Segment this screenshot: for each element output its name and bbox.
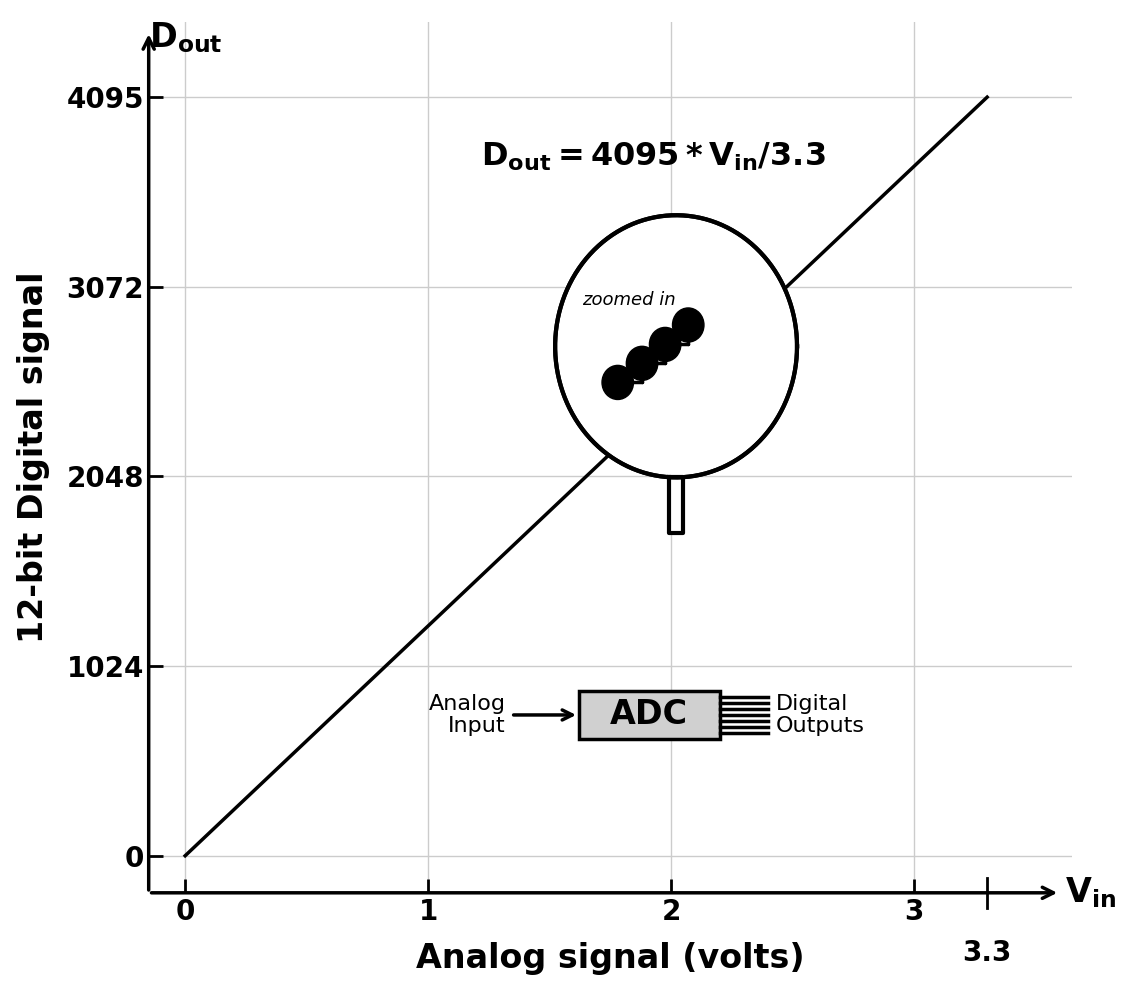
Ellipse shape [627,346,658,380]
Text: $\mathbf{D_{out}}$: $\mathbf{D_{out}}$ [148,21,222,56]
Text: Outputs: Outputs [776,716,864,736]
Text: Analog: Analog [429,693,506,714]
Ellipse shape [673,308,704,342]
Polygon shape [670,477,683,533]
Ellipse shape [602,365,633,400]
Text: zoomed in: zoomed in [582,291,676,309]
Polygon shape [555,215,796,477]
Ellipse shape [649,327,681,361]
Bar [579,690,719,739]
Y-axis label: 12-bit Digital signal: 12-bit Digital signal [17,272,50,643]
Text: $\mathbf{D_{out} = 4095 * V_{in}/3.3}$: $\mathbf{D_{out} = 4095 * V_{in}/3.3}$ [482,141,826,174]
Text: 3.3: 3.3 [962,939,1012,967]
Text: Digital: Digital [776,693,849,714]
Text: Input: Input [449,716,506,736]
X-axis label: Analog signal (volts): Analog signal (volts) [416,942,804,975]
Text: ADC: ADC [611,698,689,731]
Text: $\mathbf{V_{in}}$: $\mathbf{V_{in}}$ [1065,876,1116,910]
